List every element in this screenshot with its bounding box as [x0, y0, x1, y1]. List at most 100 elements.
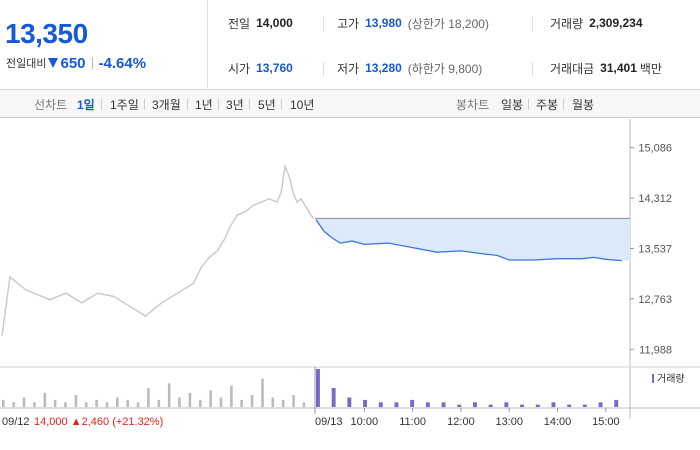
volume-bar-today	[394, 402, 399, 408]
divider	[281, 99, 282, 110]
volume-bar-today	[567, 404, 572, 407]
volume-bar-prev-day	[302, 402, 306, 408]
change-row: 전일대비 650 -4.64%	[6, 54, 146, 72]
stat-value: 31,401	[600, 61, 637, 75]
volume-bar-today	[410, 399, 415, 407]
divider	[323, 62, 324, 76]
volume-bar-prev-day	[136, 402, 140, 408]
tab-10-years[interactable]: 10년	[290, 98, 315, 112]
x-tick-label: 09/12	[2, 416, 30, 428]
stat-label: 저가	[337, 61, 360, 76]
tab-1-year[interactable]: 1년	[195, 98, 213, 112]
y-tick-label: 13,537	[638, 243, 672, 255]
volume-bar-today	[441, 402, 446, 408]
stat-prev-close: 전일 14,000	[228, 14, 293, 32]
tab-3-years[interactable]: 3년	[226, 98, 244, 112]
divider	[187, 99, 188, 110]
stat-value: 2,309,234	[589, 16, 643, 30]
stat-label: 시가	[228, 61, 251, 76]
y-tick-label: 11,988	[639, 344, 672, 356]
volume-bar-prev-day	[53, 399, 57, 407]
change-value: 650	[60, 54, 86, 72]
x-tick-label: 15:00	[592, 416, 620, 428]
prev-day-summary: 14,000 ▲2,460 (+21.32%)	[34, 416, 163, 428]
divider	[101, 99, 102, 110]
tab-3-months[interactable]: 3개월	[152, 98, 181, 112]
stat-open: 시가 13,760	[228, 59, 293, 77]
volume-bar-prev-day	[12, 402, 15, 408]
volume-bar-today	[598, 402, 603, 408]
stat-value: 13,980	[365, 16, 402, 30]
x-tick-label: 10:00	[351, 416, 379, 428]
quote-panel: 13,350 전일대비 650 -4.64% 전일 14,000 고가 13,9…	[0, 0, 700, 90]
prev-day-summary-part: 14,000	[34, 416, 71, 428]
change-rate: -4.64%	[98, 54, 147, 72]
volume-bar-prev-day	[167, 383, 171, 408]
stat-high: 고가 13,980 (상한가 18,200)	[337, 14, 489, 32]
volume-bar-prev-day	[126, 399, 129, 407]
prev-day-summary-part: ▲2,460	[71, 416, 112, 428]
volume-bar-today	[551, 402, 556, 408]
current-price-box: 13,350 전일대비 650 -4.64%	[0, 0, 208, 90]
volume-bar-today	[582, 404, 587, 407]
y-tick-label: 15,086	[638, 143, 672, 155]
down-triangle-icon	[48, 58, 59, 68]
stat-unit: 백만	[639, 61, 662, 76]
volume-bar-prev-day	[84, 402, 88, 408]
stat-label: 거래대금	[550, 61, 595, 76]
price-chart: 15,086 14,312 13,537 12,763 11,988 거래량 09/12 09…	[0, 119, 700, 428]
volume-bar-today	[331, 388, 336, 407]
x-tick-label: 13:00	[495, 416, 523, 428]
tab-5-years[interactable]: 5년	[258, 98, 276, 112]
volume-bar-today	[473, 402, 477, 408]
volume-bar-today	[316, 369, 320, 407]
x-tick-label: 11:00	[399, 416, 426, 428]
upper-limit: (상한가 18,200)	[407, 16, 489, 31]
stat-value: 14,000	[256, 16, 293, 30]
divider	[528, 99, 529, 110]
stat-value: 13,280	[365, 61, 402, 75]
volume-bar-prev-day	[240, 399, 243, 407]
volume-bar-prev-day	[157, 399, 161, 407]
divider	[563, 99, 564, 110]
volume-bar-today	[425, 402, 430, 408]
tab-1-week[interactable]: 1주일	[110, 98, 139, 112]
volume-legend-label: 거래량	[657, 373, 685, 385]
y-tick-label: 14,312	[638, 193, 672, 205]
x-tick-label: 14:00	[544, 416, 572, 428]
volume-bar-today	[520, 404, 524, 407]
volume-bar-prev-day	[43, 392, 47, 408]
volume-bar-today	[504, 402, 509, 408]
volume-bar-today	[457, 404, 462, 407]
volume-bar-prev-day	[33, 402, 36, 408]
divider	[532, 62, 533, 76]
volume-bar-today	[614, 399, 619, 407]
volume-bar-today	[363, 399, 367, 407]
current-price: 13,350	[5, 18, 88, 49]
today-shaded-area	[315, 218, 630, 261]
x-tick-label: 09/13	[315, 416, 343, 428]
volume-bar-prev-day	[116, 397, 119, 407]
volume-bar-prev-day	[105, 402, 109, 408]
series-line-today	[315, 219, 622, 262]
stat-volume: 거래량 2,309,234	[550, 14, 643, 32]
tab-daily-candle[interactable]: 일봉	[501, 98, 524, 112]
tab-1-day[interactable]: 1일	[77, 98, 95, 112]
volume-legend-swatch	[652, 374, 654, 383]
tab-weekly-candle[interactable]: 주봉	[536, 98, 559, 112]
stat-low: 저가 13,280 (하한가 9,800)	[337, 59, 482, 77]
volume-bar-today	[347, 397, 352, 407]
divider	[249, 99, 250, 110]
volume-bar-prev-day	[22, 397, 26, 407]
volume-bar-prev-day	[250, 395, 254, 407]
y-tick-label: 12,763	[638, 294, 672, 306]
volume-bar-prev-day	[188, 392, 192, 408]
divider	[218, 99, 219, 110]
divider	[144, 99, 145, 110]
tab-monthly-candle[interactable]: 월봉	[572, 98, 595, 112]
volume-bar-prev-day	[209, 390, 212, 407]
candle-chart-label: 봉차트	[456, 98, 490, 112]
divider	[323, 17, 324, 31]
volume-bar-today	[378, 402, 383, 408]
